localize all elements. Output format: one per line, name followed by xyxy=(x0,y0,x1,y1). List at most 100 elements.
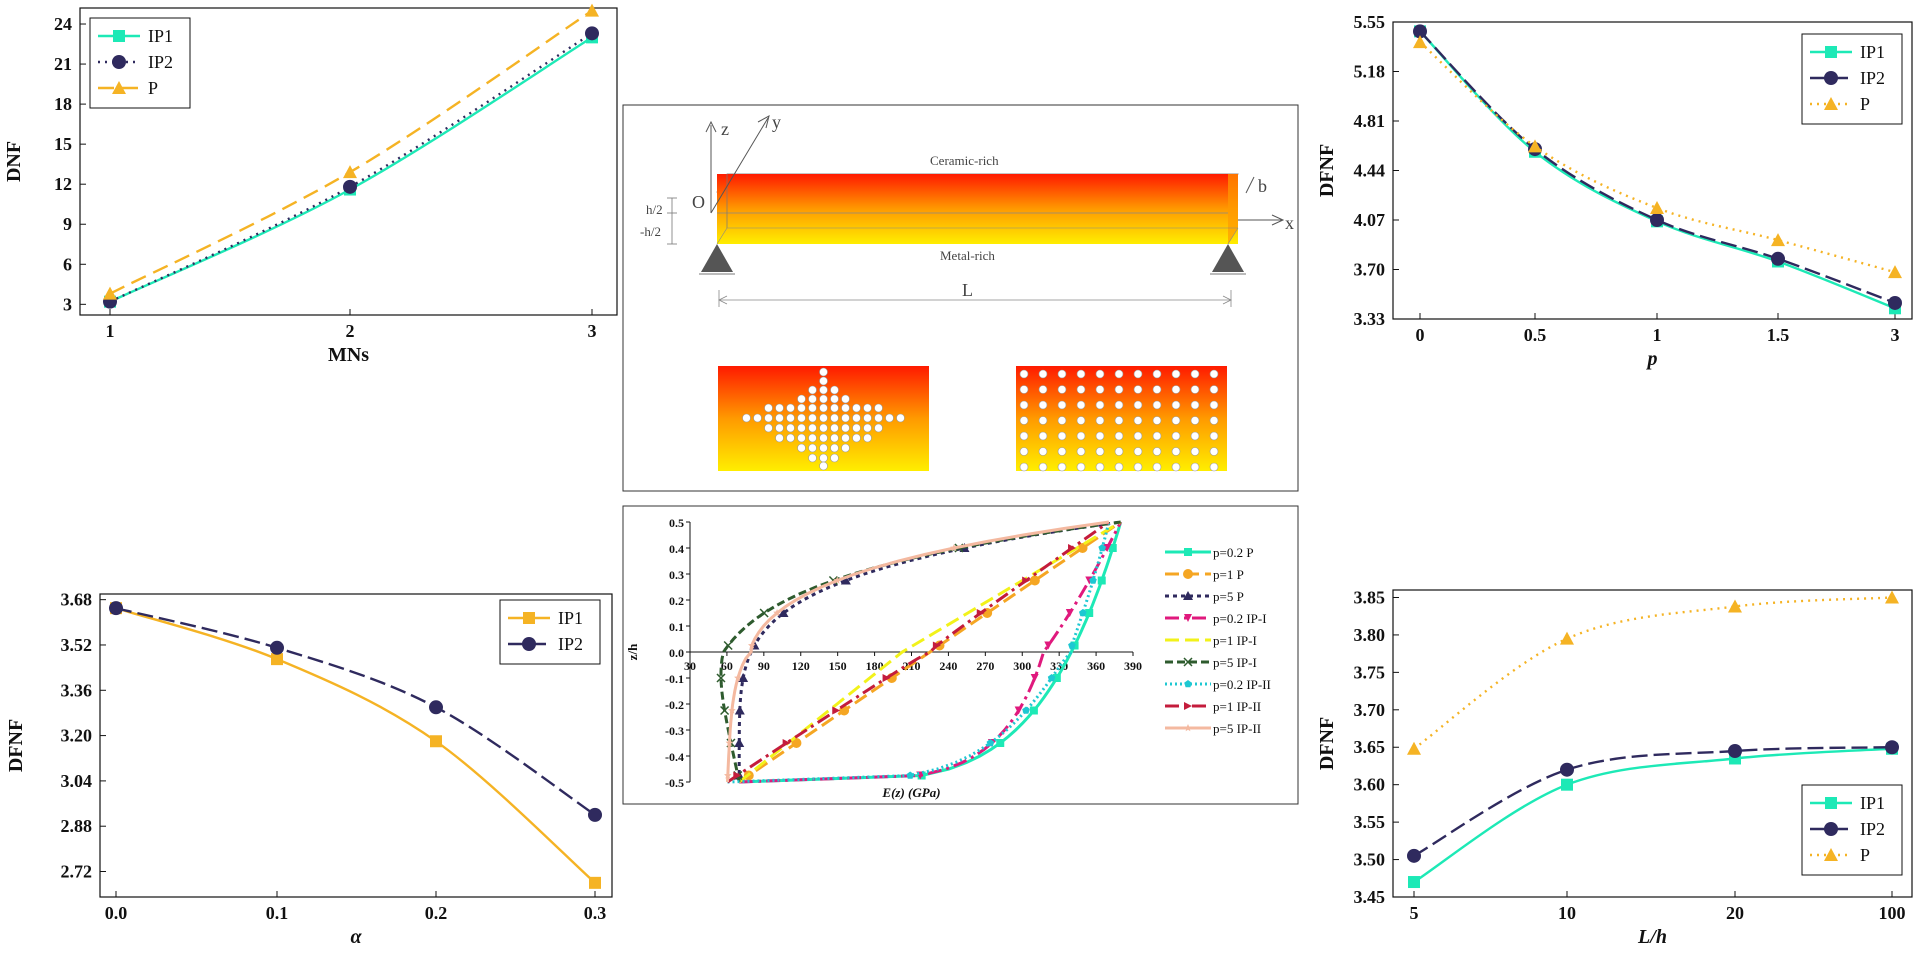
y-tick-label: 3.52 xyxy=(61,635,93,655)
x-tick-label: 3 xyxy=(588,321,597,341)
pore xyxy=(1076,462,1086,472)
pore xyxy=(1095,447,1105,456)
y-axis xyxy=(710,117,769,214)
pore xyxy=(1209,447,1219,456)
left-support xyxy=(701,244,733,272)
y-tick-label: 9 xyxy=(63,214,72,234)
legend-label: P xyxy=(1860,845,1870,865)
legend-label: IP1 xyxy=(558,608,583,628)
pore xyxy=(1076,385,1086,394)
pore xyxy=(797,394,806,404)
y-axis-label: y xyxy=(772,112,781,132)
pore xyxy=(852,403,861,413)
x-tick-label: 240 xyxy=(939,659,957,673)
pore xyxy=(808,394,817,404)
legend-label: IP2 xyxy=(558,634,583,654)
ez-marker xyxy=(950,544,958,552)
data-point-ip2 xyxy=(1413,24,1427,39)
pore xyxy=(830,385,839,395)
x-axis-title: p xyxy=(1646,348,1658,370)
pore xyxy=(797,423,806,433)
ez-marker xyxy=(882,674,891,682)
legend-marker xyxy=(1184,702,1192,710)
pore xyxy=(775,403,784,413)
pore xyxy=(1076,431,1086,441)
y-tick-label: 3.70 xyxy=(1354,700,1386,720)
y-tick-label: 3.04 xyxy=(61,771,93,791)
y-tick-label: 3.33 xyxy=(1354,309,1386,329)
beam-side-face xyxy=(1228,174,1238,244)
pore xyxy=(1019,369,1029,379)
ez-marker xyxy=(738,673,749,682)
chart-dfnf-vs-alpha: 2.72 2.88 3.04 3.20 3.36 3.52 3.68 0.0 0.1 0.2 0.3… xyxy=(5,590,613,948)
legend-label: IP2 xyxy=(1860,68,1885,88)
ez-marker xyxy=(832,706,841,715)
y-tick-label: 3.68 xyxy=(61,590,93,610)
ez-marker xyxy=(1085,609,1094,617)
y-tick-label: 3.80 xyxy=(1354,625,1386,645)
legend-label: p=5 IP-I xyxy=(1213,655,1257,670)
ez-curve xyxy=(739,521,1123,784)
data-point-ip2 xyxy=(429,700,443,715)
ez-marker xyxy=(791,738,802,748)
y-tick-label: -0.2 xyxy=(665,698,684,712)
pore xyxy=(742,413,751,423)
pore xyxy=(1133,431,1143,441)
pore-pattern-ip2 xyxy=(1019,369,1219,472)
x-tick-label: 1.5 xyxy=(1767,325,1790,345)
pore xyxy=(863,413,872,423)
pore xyxy=(1057,447,1067,456)
y-tick-label: 5.18 xyxy=(1354,62,1386,82)
data-point-p xyxy=(585,3,599,17)
series-line-ip2 xyxy=(115,606,596,816)
pore xyxy=(1152,369,1162,379)
pore xyxy=(1171,400,1181,410)
pore xyxy=(808,385,817,395)
pore xyxy=(753,413,762,423)
pore xyxy=(1076,400,1086,410)
pore xyxy=(1171,462,1181,472)
data-point-ip2 xyxy=(343,179,357,194)
pore xyxy=(1171,447,1181,456)
series-line-p xyxy=(1413,596,1893,750)
pore xyxy=(841,433,850,443)
pore xyxy=(1209,369,1219,379)
pore xyxy=(1209,431,1219,441)
pore xyxy=(808,403,817,413)
pore xyxy=(775,423,784,433)
pore xyxy=(830,443,839,453)
pore xyxy=(1190,385,1200,394)
pore xyxy=(1114,416,1124,425)
pore xyxy=(1152,431,1162,441)
ez-marker xyxy=(1068,544,1077,552)
pore xyxy=(819,443,828,453)
data-point-ip2 xyxy=(585,26,599,41)
pore xyxy=(819,461,828,471)
pore xyxy=(1095,400,1105,410)
y-tick-label: 3.65 xyxy=(1354,737,1386,757)
y-tick-label: 3.55 xyxy=(1354,812,1386,832)
pore xyxy=(852,433,861,443)
pore xyxy=(786,433,795,443)
data-point-ip2 xyxy=(1560,762,1574,777)
pore-pattern-ip1 xyxy=(742,367,905,471)
pore xyxy=(1190,462,1200,472)
ez-marker xyxy=(1068,641,1076,649)
pore xyxy=(1209,416,1219,425)
pore xyxy=(1152,416,1162,425)
length-label: L xyxy=(962,280,973,300)
pore xyxy=(1095,369,1105,379)
data-point-ip2 xyxy=(270,640,284,655)
legend-marker xyxy=(1184,614,1192,622)
pore xyxy=(1038,447,1048,456)
ez-marker xyxy=(1103,544,1112,552)
chart-dfnf-vs-lh: 3.45 3.50 3.55 3.60 3.65 3.70 3.75 3.80 3.85 5 10 2… xyxy=(1316,587,1913,948)
ez-marker xyxy=(976,609,985,617)
ez-marker xyxy=(932,641,941,650)
ez-marker xyxy=(782,739,791,747)
pore xyxy=(852,413,861,423)
x-tick-label: 360 xyxy=(1087,659,1105,673)
pore xyxy=(841,403,850,413)
chart-dfnf-vs-p: 3.33 3.70 4.07 4.44 4.81 5.18 5.55 0 0.5 1 1.5 3 p DF… xyxy=(1316,12,1913,370)
x-tick-label: 10 xyxy=(1558,903,1576,923)
